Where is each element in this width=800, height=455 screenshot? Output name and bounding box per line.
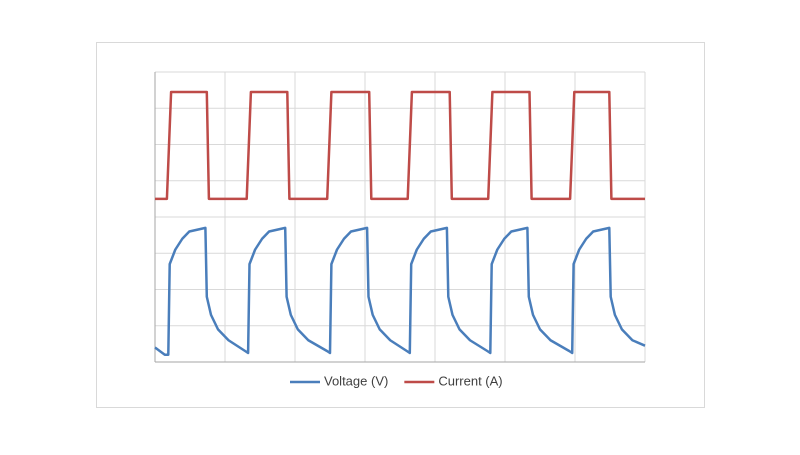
legend-label: Current (A) [438, 373, 502, 388]
legend-label: Voltage (V) [324, 373, 388, 388]
chart-frame [96, 42, 705, 408]
data-line [154, 226, 646, 356]
data-line [155, 90, 645, 201]
